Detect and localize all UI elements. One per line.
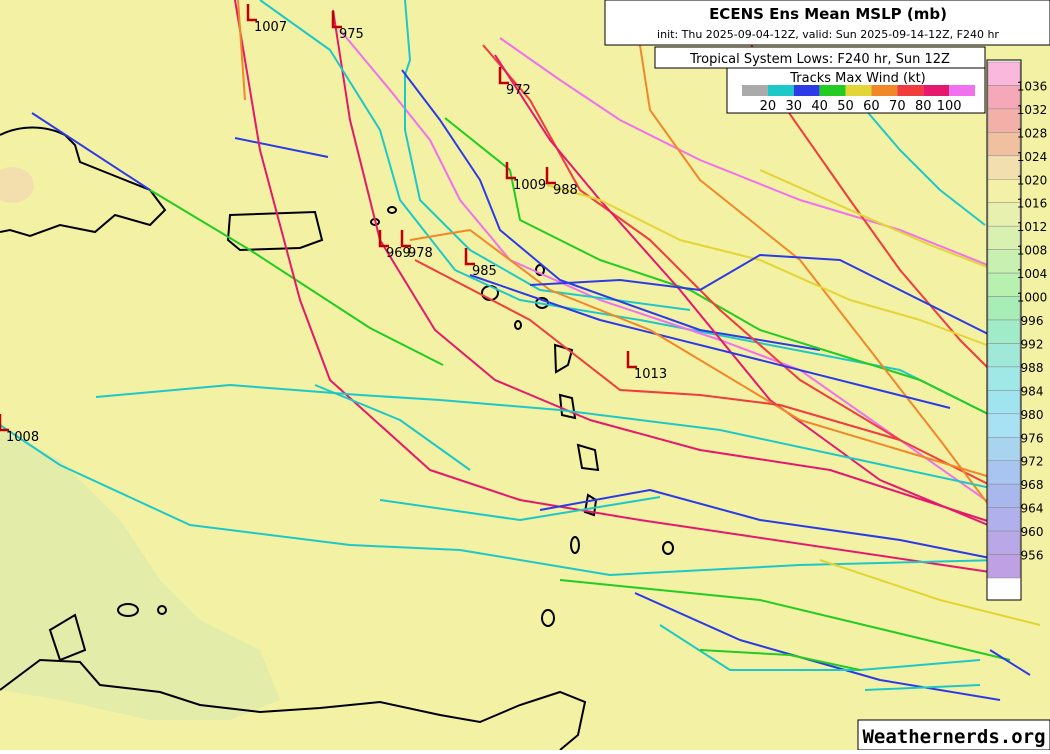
- wind-label: 50: [837, 99, 854, 114]
- colorbar-cell: [987, 366, 1021, 391]
- colorbar-label: 984: [1021, 384, 1044, 398]
- colorbar-cell: [987, 343, 1021, 368]
- colorbar-cell: [987, 85, 1021, 110]
- colorbar-cell: [987, 413, 1021, 438]
- colorbar-cell: [987, 179, 1021, 203]
- wind-legend: 20 30 40 50 60 70 80 100: [742, 85, 975, 114]
- colorbar-label: 1036: [1017, 79, 1048, 93]
- colorbar-label: 1016: [1017, 197, 1048, 211]
- colorbar-label: 988: [1021, 361, 1044, 375]
- low-label: 969: [386, 246, 411, 261]
- wind-swatch: [923, 85, 950, 96]
- wind-legend-title: Tracks Max Wind (kt): [789, 71, 926, 86]
- colorbar-label: 968: [1021, 478, 1044, 492]
- colorbar-cell: [987, 319, 1021, 344]
- colorbar-cell: [987, 202, 1021, 227]
- credit: Weathernerds.org: [862, 726, 1045, 748]
- wind-label: 40: [811, 99, 828, 114]
- lows-title: Tropical System Lows: F240 hr, Sun 12Z: [689, 52, 950, 67]
- colorbar-cell: [987, 554, 1021, 579]
- wind-swatch: [793, 85, 820, 96]
- colorbar-label: 964: [1021, 502, 1044, 516]
- credit-box: [857, 719, 1050, 751]
- low-symbol: [464, 248, 475, 266]
- wind-swatch: [897, 85, 924, 96]
- subtitle: init: Thu 2025-09-04-12Z, valid: Sun 202…: [657, 28, 999, 41]
- low-symbol: [626, 351, 637, 369]
- wind-swatch: [767, 85, 794, 96]
- colorbar-cell: [987, 390, 1021, 415]
- colorbar-label: 1008: [1017, 244, 1048, 258]
- colorbar-label: 996: [1021, 314, 1044, 328]
- colorbar-label: 972: [1021, 455, 1044, 469]
- low-symbol: [498, 67, 509, 85]
- wind-label: 80: [915, 99, 932, 114]
- colorbar-cell: [987, 272, 1021, 297]
- colorbar-cell: [987, 108, 1021, 133]
- colorbar-cell: [987, 483, 1021, 508]
- pressure-shade: [0, 430, 280, 720]
- low-symbol: [378, 230, 389, 248]
- colorbar-cell: [987, 132, 1021, 157]
- low-label: 1013: [634, 367, 667, 382]
- colorbar-label: 1024: [1017, 150, 1048, 164]
- low-symbol: [400, 230, 411, 248]
- colorbar-cell: [987, 460, 1021, 485]
- colorbar-label: 1028: [1017, 126, 1048, 140]
- wind-label: 20: [760, 99, 777, 114]
- colorbar-label: 992: [1021, 337, 1044, 351]
- low-symbol: [545, 167, 556, 185]
- colorbar-label: 1020: [1017, 173, 1048, 187]
- low-label: 975: [339, 27, 364, 42]
- wind-swatch: [871, 85, 898, 96]
- colorbar-cell: [987, 530, 1021, 555]
- low-label: 1008: [6, 430, 39, 445]
- colorbar-label: 980: [1021, 408, 1044, 422]
- title: ECENS Ens Mean MSLP (mb): [709, 5, 947, 23]
- colorbar-cell: [987, 249, 1021, 274]
- low-label: 978: [408, 246, 433, 261]
- low-symbol: [246, 4, 257, 22]
- colorbar-label: 1012: [1017, 220, 1048, 234]
- low-label: 1007: [254, 20, 287, 35]
- low-label: 988: [553, 183, 578, 198]
- wind-swatch: [949, 85, 975, 96]
- colorbar-cell: [987, 61, 1021, 86]
- wind-label: 100: [937, 99, 962, 114]
- colorbar-cell: [987, 437, 1021, 461]
- colorbar-label: 976: [1021, 431, 1044, 445]
- wind-swatch: [819, 85, 846, 96]
- colorbar-label: 960: [1021, 525, 1044, 539]
- colorbar: 1036 1032 1028 1024 1020 1016 1012 1008 1004 1000…: [987, 61, 1048, 579]
- wind-swatch: [845, 85, 872, 96]
- colorbar-label: 1004: [1017, 267, 1048, 281]
- wind-swatch: [742, 85, 768, 96]
- low-label: 985: [472, 264, 497, 279]
- wind-label: 60: [863, 99, 880, 114]
- wind-label: 70: [889, 99, 906, 114]
- colorbar-cell: [987, 155, 1021, 180]
- colorbar-label: 956: [1021, 549, 1044, 563]
- low-symbol: [331, 11, 342, 29]
- title-box: [604, 0, 1050, 46]
- wind-label: 30: [786, 99, 803, 114]
- colorbar-cell: [987, 507, 1021, 532]
- low-symbol: [505, 162, 516, 180]
- storm-tracks: [0, 0, 1041, 701]
- pressure-shade: [0, 167, 34, 203]
- colorbar-label: 1000: [1017, 291, 1048, 305]
- colorbar-cell: [987, 296, 1021, 321]
- colorbar-label: 1032: [1017, 103, 1048, 117]
- low-symbol: [0, 414, 9, 432]
- colorbar-cell: [987, 225, 1021, 250]
- low-label: 1009: [513, 178, 546, 193]
- low-label: 972: [506, 83, 531, 98]
